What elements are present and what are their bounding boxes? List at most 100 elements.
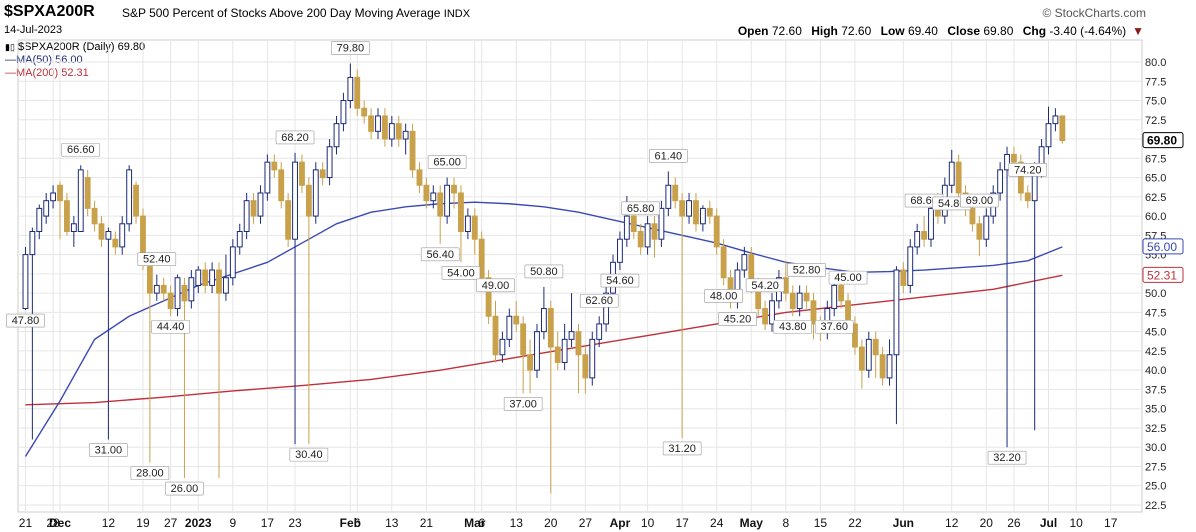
candle-body (651, 223, 658, 240)
y-axis: 22.5 25.0 27.5 30.0 32.5 35.0 37.5 40.0 42.5 45.0… (1145, 57, 1166, 512)
callout-label: 74.20 (1014, 164, 1042, 176)
x-tick-label: 9 (229, 516, 236, 530)
callout-box (1008, 162, 1048, 177)
open-label: Open (737, 24, 769, 38)
candle-body (1017, 161, 1024, 194)
callout-box (662, 441, 702, 456)
x-tick-label: 13 (385, 516, 399, 530)
candle-body (810, 300, 817, 325)
callout-box (6, 313, 45, 328)
candle-body (451, 184, 457, 194)
candle-body (769, 300, 775, 325)
x-tick-label: Jun (893, 516, 914, 530)
callout-label: 47.80 (12, 315, 40, 327)
candle-body (464, 215, 471, 232)
candle-body (22, 254, 29, 310)
candle-body (292, 161, 298, 240)
x-tick-label: 26 (1007, 516, 1021, 530)
candle-body (658, 207, 665, 240)
candle-body (879, 354, 886, 379)
callout-box (275, 130, 315, 145)
candle-body (561, 338, 568, 363)
candle-body (84, 177, 91, 209)
candle-body (70, 223, 77, 232)
callout-label: 56.40 (426, 249, 454, 261)
y-tick-label: 77.5 (1145, 76, 1166, 88)
down-arrow-icon: ▼ (1132, 24, 1144, 38)
x-tick-label: May (740, 516, 764, 530)
candle-body (105, 230, 112, 240)
candle-body (865, 338, 872, 371)
x-tick-label: 6 (478, 516, 485, 530)
candle-body (858, 346, 865, 371)
callout-label: 54.80 (938, 198, 966, 210)
x-tick-label: 10 (1069, 516, 1083, 530)
candle-body (77, 169, 84, 232)
x-tick-label: Feb (340, 516, 361, 530)
x-tick-label: 20 (980, 516, 994, 530)
candle-body (838, 284, 845, 302)
line-icon: — (5, 54, 16, 66)
candle-body (167, 292, 174, 310)
x-tick-label: 27 (579, 516, 593, 530)
copyright[interactable]: © StockCharts.com (1042, 6, 1146, 20)
x-tick-label: Jul (1040, 516, 1057, 530)
candle-body (907, 246, 914, 286)
callout-label: 61.40 (655, 150, 683, 162)
candle-body (886, 354, 893, 379)
callout-label: 52.80 (793, 264, 821, 276)
candle-body (236, 230, 243, 248)
callout-label: 44.40 (157, 321, 185, 333)
x-tick-label: 12 (945, 516, 959, 530)
callout-box (331, 41, 370, 55)
candle-body (831, 284, 838, 310)
ma200-tag-label: 52.31 (1147, 268, 1177, 282)
callout-box (420, 247, 460, 262)
callout-label: 65.00 (433, 157, 461, 169)
candle-body (91, 207, 98, 225)
candle-body (506, 315, 513, 340)
candle-body (955, 161, 962, 194)
line-icon: — (5, 67, 16, 79)
candle-body (347, 76, 354, 102)
candle-body (222, 277, 229, 294)
callout-box (151, 319, 190, 334)
candle-body (375, 115, 381, 132)
x-tick-label: 24 (710, 516, 724, 530)
candle-body (623, 215, 630, 240)
callout-box (773, 319, 813, 334)
legend-ma200: —MA(200) 52.31 (5, 67, 145, 80)
y-tick-label: 37.5 (1145, 384, 1166, 396)
candle-body (409, 130, 416, 171)
candle-body (568, 331, 575, 340)
callout-label: 52.40 (143, 254, 171, 266)
candle-body (243, 200, 250, 232)
x-tick-label: 28 (46, 516, 60, 530)
candle-body (720, 246, 727, 279)
callout-box (600, 273, 640, 288)
candle-body (520, 323, 527, 356)
callout-label: 37.00 (509, 398, 537, 410)
candle-body (872, 338, 879, 356)
callout-label: 54.60 (606, 275, 634, 287)
y-tick-label: 65.0 (1145, 173, 1166, 185)
candle-body (699, 207, 706, 225)
callout-box (61, 142, 101, 157)
y-tick-label: 72.5 (1145, 115, 1166, 127)
callout-box (828, 270, 868, 285)
candle-body (174, 277, 181, 310)
candle-body (381, 115, 388, 140)
candle-body (789, 292, 796, 310)
chg-label: Chg (1022, 24, 1047, 38)
x-tick-label: 15 (814, 516, 828, 530)
x-tick-label: 6 (354, 516, 361, 530)
callout-label: 32.20 (993, 452, 1021, 464)
x-tick-label: 10 (641, 516, 655, 530)
x-tick-label: 2023 (185, 516, 212, 530)
candle-body (209, 269, 216, 286)
candle-body (188, 277, 195, 302)
candle-body (492, 315, 499, 356)
candle-body (554, 346, 561, 363)
callout-box (503, 396, 543, 411)
